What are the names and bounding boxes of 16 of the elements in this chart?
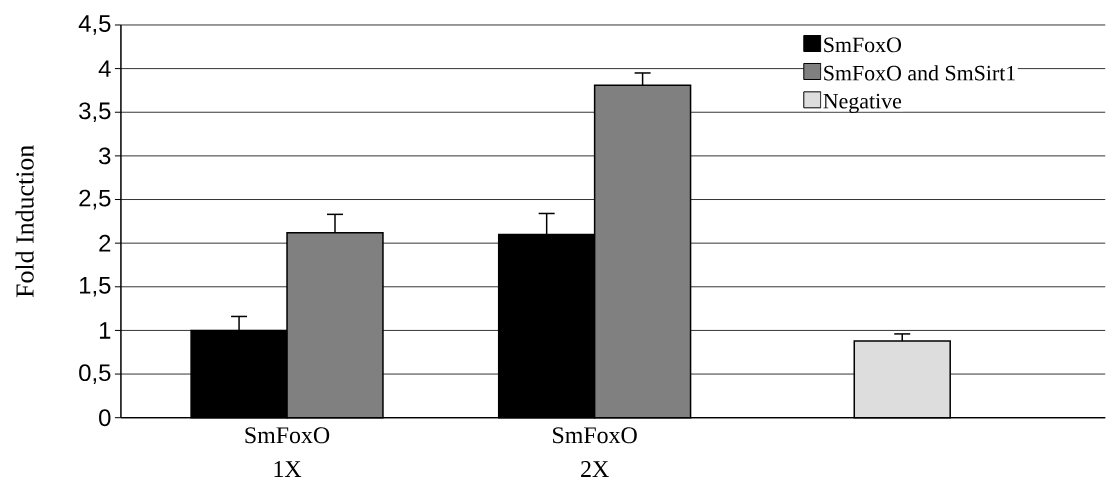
y-tick-label: 1 (99, 322, 111, 339)
y-tick-label: 2,5 (79, 189, 111, 210)
y-tick-label: 2 (99, 234, 111, 252)
legend-label: SmFoxO (824, 37, 902, 53)
y-tick-label: 4 (98, 60, 111, 77)
y-tick-label: 3 (99, 147, 111, 165)
x-tick-label: SmFoxO 1X (245, 427, 330, 478)
legend-label: Negative (823, 94, 902, 114)
y-tick-label: 1,5 (80, 277, 111, 297)
y-axis-title: Fold Induction (15, 145, 34, 298)
y-tick-label: 0 (99, 409, 111, 427)
legend-label: SmFoxO and SmSirt1 (824, 65, 1015, 81)
x-tick-label: SmFoxO 2X (553, 427, 637, 478)
y-tick-label: 0,5 (79, 364, 111, 385)
y-tick-label: 3,5 (79, 102, 111, 123)
y-tick-label: 4,5 (78, 15, 111, 35)
